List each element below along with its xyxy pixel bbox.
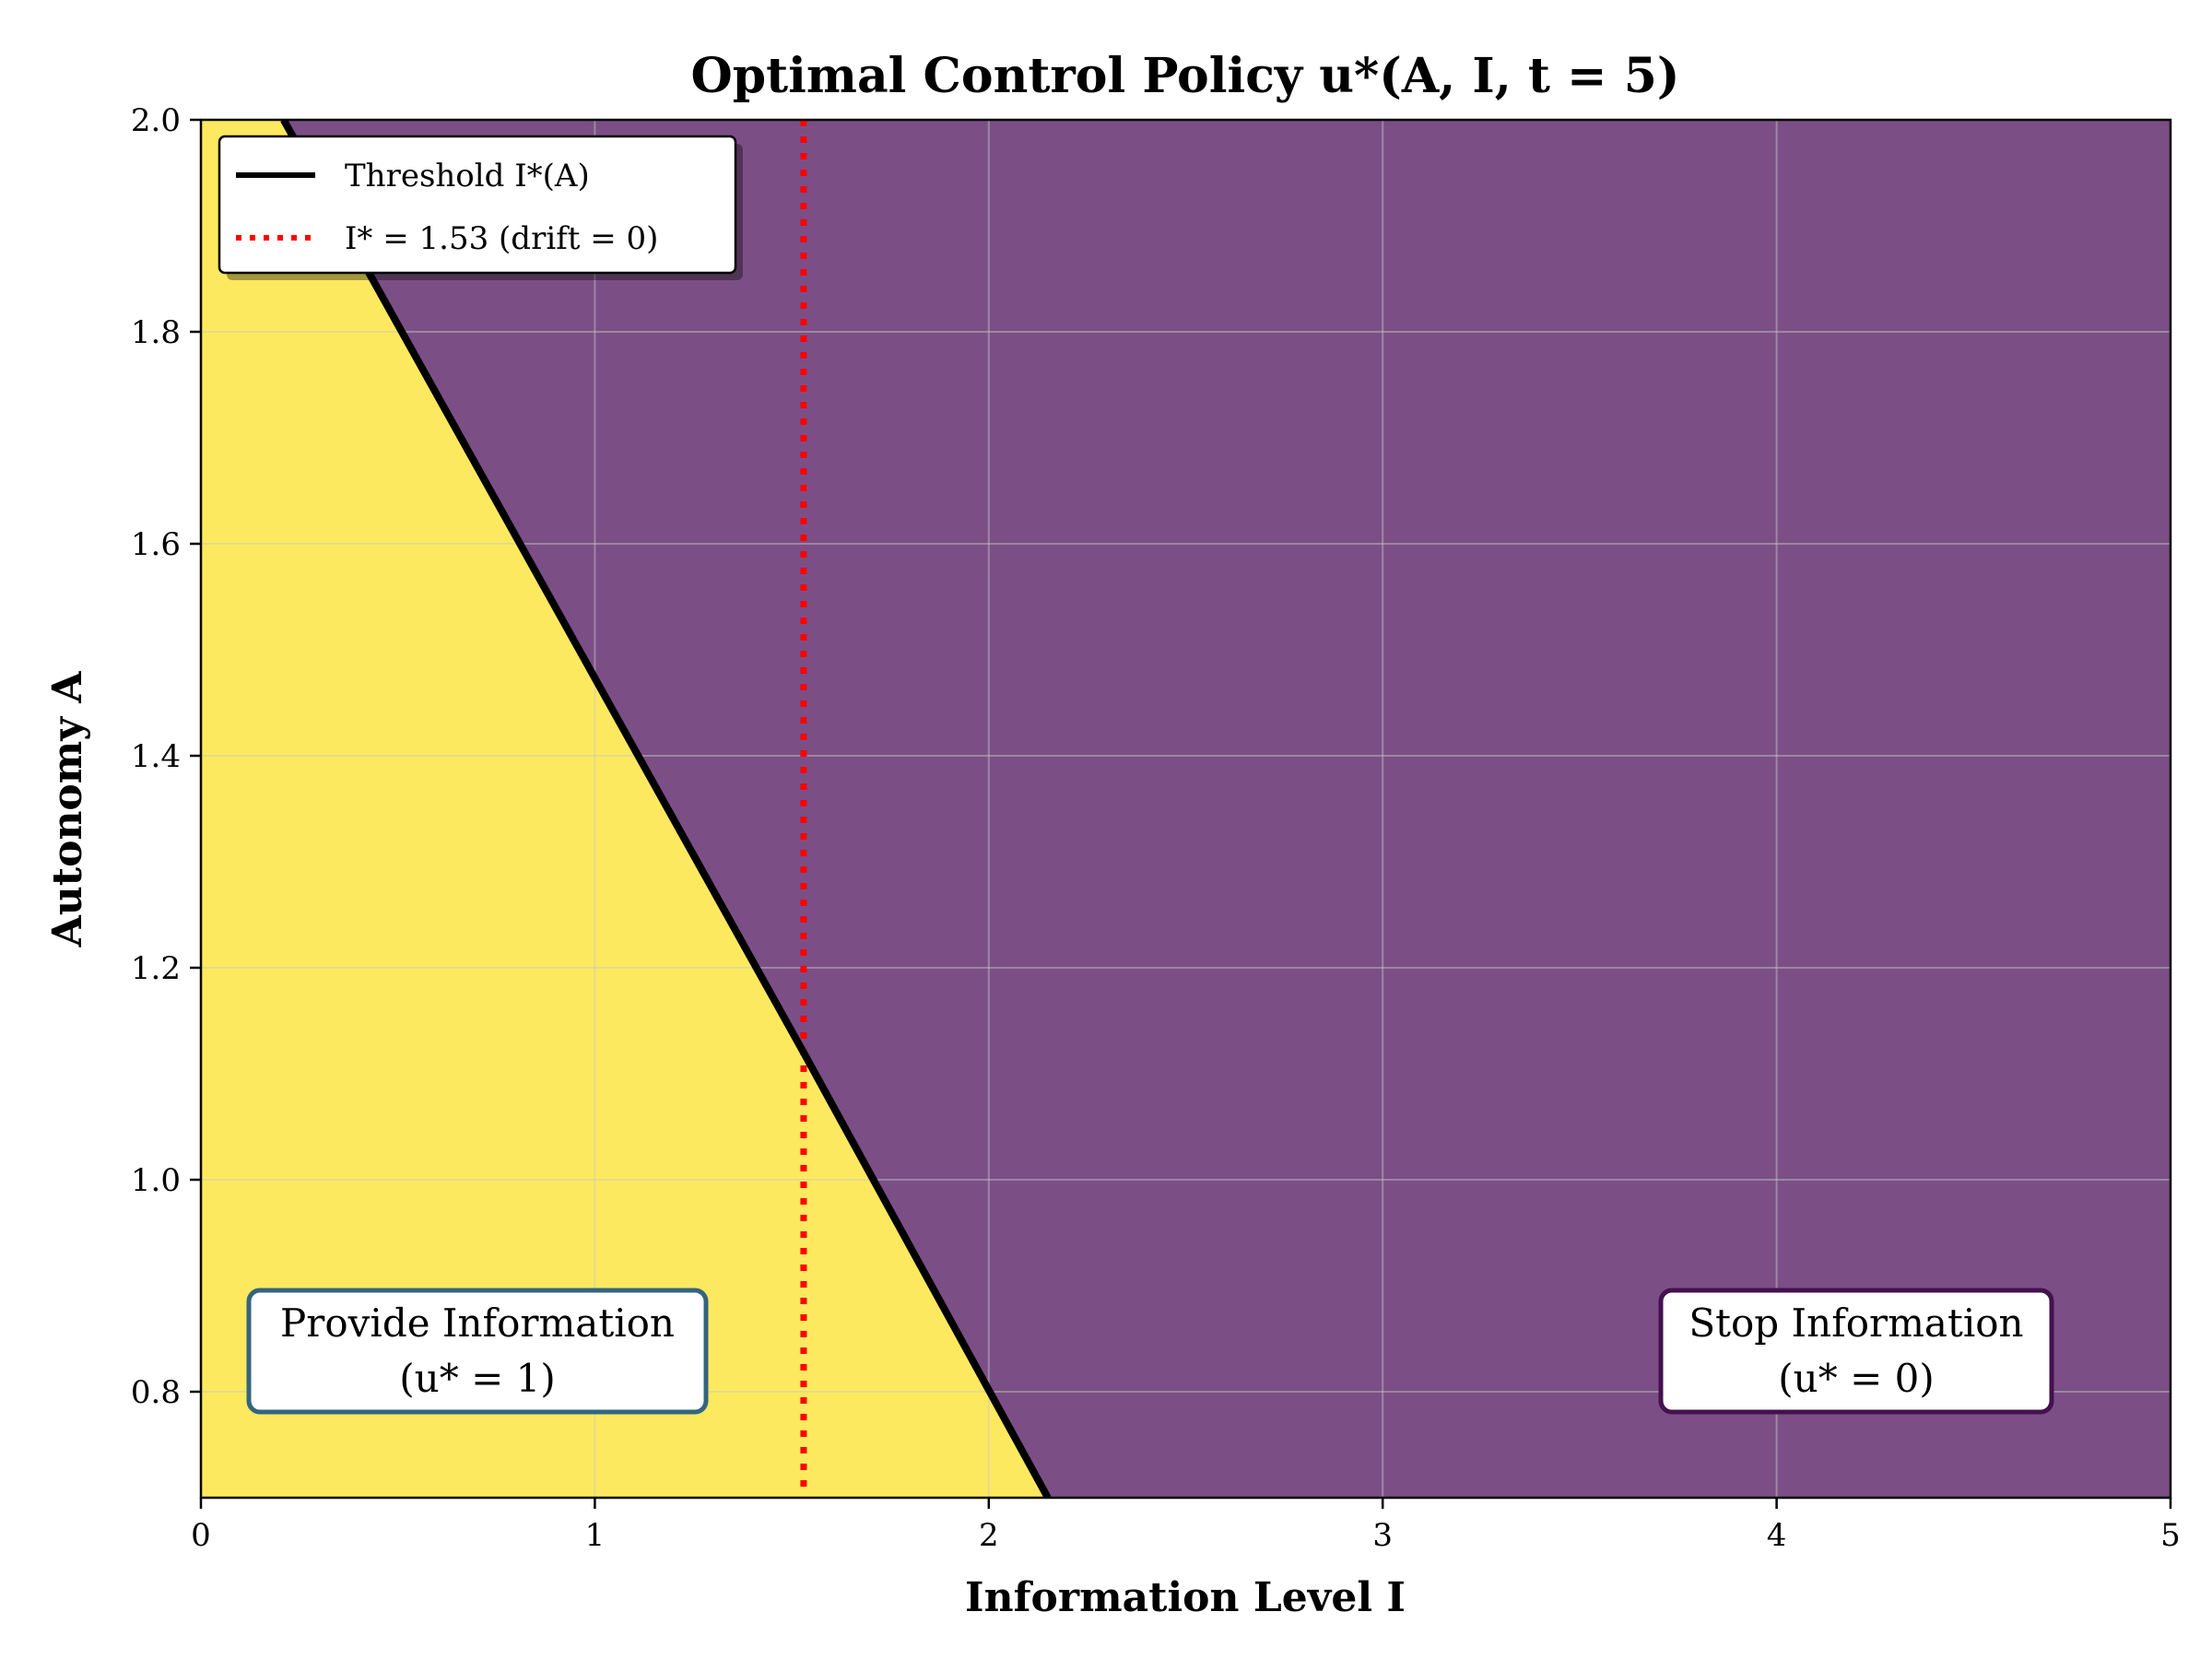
legend-reference-label: I* = 1.53 (drift = 0) xyxy=(345,220,658,257)
y-tick-label: 1.4 xyxy=(131,738,181,775)
annotation-provide-line1: Provide Information xyxy=(280,1300,675,1346)
y-tick-label: 1.6 xyxy=(131,526,181,563)
plot-area xyxy=(201,120,2171,1498)
x-tick-label: 0 xyxy=(191,1517,211,1554)
x-tick-label: 3 xyxy=(1372,1517,1393,1554)
y-axis-ticks: 0.8 1.0 1.2 1.4 1.6 1.8 2.0 xyxy=(131,102,201,1411)
y-tick-label: 1.2 xyxy=(131,950,181,987)
y-tick-label: 1.8 xyxy=(131,314,181,351)
annotation-stop-information: Stop Information (u* = 0) xyxy=(1658,1288,2054,1415)
legend-box xyxy=(218,135,737,275)
x-tick-label: 4 xyxy=(1767,1517,1787,1554)
y-tick-label: 1.0 xyxy=(131,1162,181,1199)
chart-title: Optimal Control Policy u*(A, I, t = 5) xyxy=(691,48,1680,104)
annotation-provide-line2: (u* = 1) xyxy=(399,1356,555,1401)
legend-threshold-label: Threshold I*(A) xyxy=(345,158,590,194)
annotation-stop-line2: (u* = 0) xyxy=(1778,1356,1934,1401)
y-tick-label: 0.8 xyxy=(131,1374,181,1411)
y-axis-label: Autonomy A xyxy=(44,671,91,948)
x-tick-label: 5 xyxy=(2160,1517,2181,1554)
annotation-stop-box xyxy=(1658,1288,2054,1415)
annotation-stop-line1: Stop Information xyxy=(1688,1300,2023,1346)
annotation-provide-information: Provide Information (u* = 1) xyxy=(246,1288,709,1415)
y-tick-label: 2.0 xyxy=(131,102,181,139)
grid-lines xyxy=(201,120,2171,1498)
plot-frame xyxy=(199,118,2172,1500)
x-axis-label: Information Level I xyxy=(965,1574,1406,1621)
region-provide-information xyxy=(201,120,1048,1498)
legend: Threshold I*(A) I* = 1.53 (drift = 0) xyxy=(218,135,743,280)
x-axis-ticks: 0 1 2 3 4 5 xyxy=(191,1498,2181,1554)
threshold-curve xyxy=(280,120,1052,1498)
x-tick-label: 2 xyxy=(979,1517,999,1554)
annotation-provide-box xyxy=(246,1288,709,1415)
x-tick-label: 1 xyxy=(585,1517,606,1554)
